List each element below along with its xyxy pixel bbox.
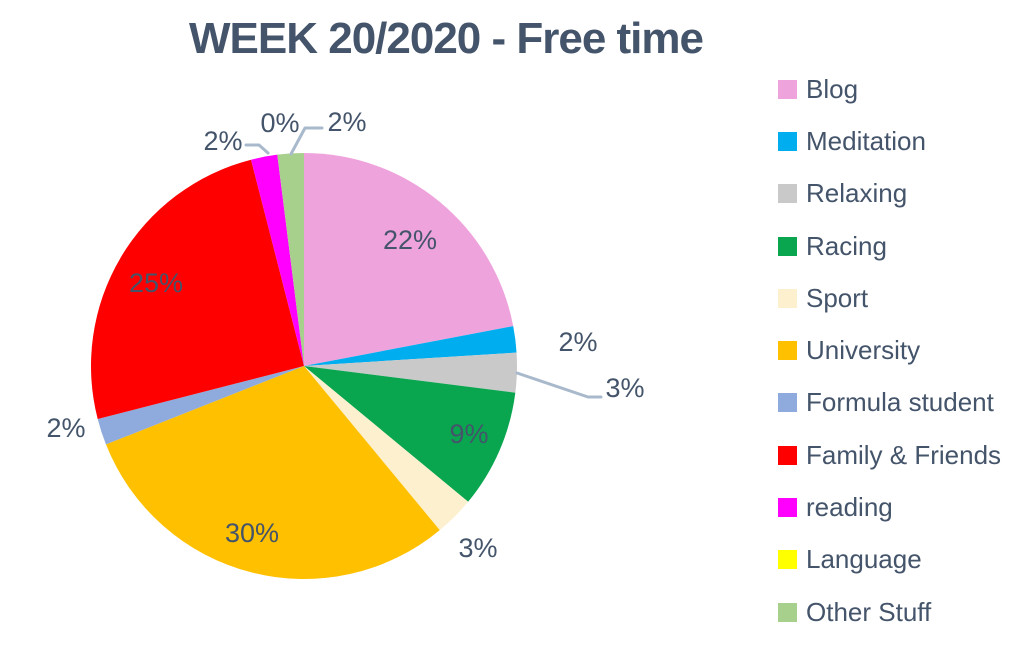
legend-item-university: University [778, 324, 1001, 376]
legend-swatch-other-stuff [778, 602, 797, 622]
legend-item-racing: Racing [778, 220, 1001, 272]
legend-item-language: Language [778, 534, 1001, 586]
leader-line-other-stuff [289, 126, 324, 156]
pie-slice-university [105, 366, 440, 579]
legend-label-relaxing: Relaxing [806, 178, 908, 209]
legend-item-meditation: Meditation [778, 115, 1001, 167]
legend-item-family-friends: Family & Friends [778, 429, 1001, 481]
data-label-language: 0% [260, 108, 299, 138]
data-label-reading: 2% [203, 126, 242, 156]
legend-swatch-reading [778, 498, 797, 518]
legend-swatch-racing [778, 236, 797, 256]
pie-slice-meditation [304, 326, 517, 366]
pie-slice-family-friends [90, 159, 305, 419]
data-label-blog: 22% [383, 225, 437, 255]
legend-item-formula-student: Formula student [778, 377, 1001, 429]
pie-slice-sport [304, 366, 469, 531]
data-label-sport: 3% [458, 533, 497, 563]
data-label-racing: 9% [449, 419, 488, 449]
legend-swatch-blog [778, 79, 797, 99]
pie-slice-relaxing [304, 352, 518, 393]
legend-swatch-family-friends [778, 445, 797, 465]
data-label-meditation: 2% [558, 327, 597, 357]
legend-label-meditation: Meditation [806, 125, 926, 156]
legend-label-reading: reading [806, 492, 893, 523]
legend-swatch-university [778, 341, 797, 361]
chart-title: WEEK 20/2020 - Free time [188, 14, 704, 63]
pie-slice-blog [304, 153, 514, 366]
data-label-formula-student: 2% [46, 413, 85, 443]
data-label-relaxing: 3% [605, 373, 644, 403]
data-label-family-friends: 25% [129, 268, 183, 298]
pie-slice-racing [304, 366, 516, 502]
legend-label-sport: Sport [806, 282, 869, 313]
legend-label-formula-student: Formula student [806, 387, 994, 418]
pie-slice-reading [251, 154, 304, 366]
legend-item-blog: Blog [778, 63, 1001, 115]
legend-label-other-stuff: Other Stuff [806, 596, 932, 627]
legend-swatch-sport [778, 288, 797, 308]
pie-slice-formula-student [97, 366, 304, 445]
data-label-university: 30% [225, 518, 279, 548]
legend-item-reading: reading [778, 481, 1001, 533]
legend-label-blog: Blog [806, 73, 859, 104]
pie-slice-other-stuff [277, 153, 304, 366]
leader-line-relaxing [515, 371, 603, 399]
legend-item-other-stuff: Other Stuff [778, 586, 1001, 638]
legend-swatch-relaxing [778, 184, 797, 204]
legend-swatch-language [778, 550, 797, 570]
legend-item-sport: Sport [778, 272, 1001, 324]
legend-swatch-formula-student [778, 393, 797, 413]
legend-item-relaxing: Relaxing [778, 168, 1001, 220]
legend-label-racing: Racing [806, 230, 887, 261]
legend-swatch-meditation [778, 131, 797, 151]
legend-label-university: University [806, 335, 921, 366]
data-label-other-stuff: 2% [327, 107, 366, 137]
legend-label-family-friends: Family & Friends [806, 439, 1002, 470]
legend-label-language: Language [806, 544, 922, 575]
legend: Blog Meditation Relaxing Racing Sport Un… [778, 63, 1001, 638]
leader-line-reading [244, 143, 270, 155]
